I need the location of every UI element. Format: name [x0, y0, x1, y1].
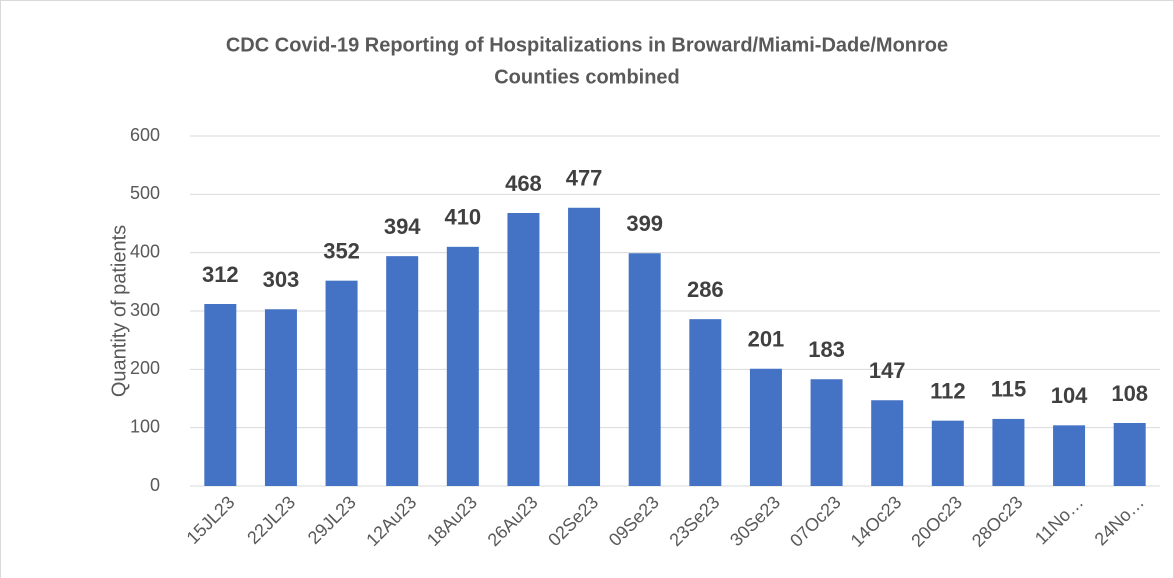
value-label: 410 [444, 205, 481, 230]
bar [1053, 425, 1086, 486]
bar [325, 280, 358, 486]
y-tick-label: 100 [130, 416, 160, 436]
bar [264, 309, 297, 486]
value-label: 399 [626, 211, 663, 236]
y-tick-label: 400 [130, 241, 160, 261]
y-tick-label: 300 [130, 300, 160, 320]
value-label: 394 [384, 214, 421, 239]
y-axis-label: Quantity of patients [108, 225, 130, 397]
y-tick-label: 200 [130, 358, 160, 378]
value-label: 352 [323, 238, 360, 263]
value-label: 312 [202, 262, 239, 287]
bar [1113, 423, 1146, 486]
value-label: 104 [1051, 383, 1088, 408]
bar [568, 207, 601, 486]
y-tick-label: 0 [150, 475, 160, 495]
value-label: 286 [687, 277, 724, 302]
value-label: 303 [263, 267, 300, 292]
value-label: 468 [505, 171, 542, 196]
bar [386, 256, 419, 486]
bar [689, 319, 722, 486]
bar [749, 368, 782, 486]
chart-title: Counties combined [494, 66, 680, 88]
bar [871, 400, 904, 486]
chart-title: CDC Covid-19 Reporting of Hospitalizatio… [226, 34, 948, 56]
value-label: 108 [1111, 381, 1148, 406]
value-label: 201 [748, 327, 785, 352]
bar [810, 379, 843, 486]
bar [992, 418, 1025, 486]
value-label: 147 [869, 358, 906, 383]
value-label: 477 [566, 166, 603, 191]
y-tick-label: 500 [130, 183, 160, 203]
bar [628, 253, 661, 486]
bar [446, 246, 479, 486]
y-tick-label: 600 [130, 125, 160, 145]
bar [931, 420, 964, 486]
bar [204, 304, 237, 486]
bar [507, 213, 540, 486]
value-label: 115 [991, 377, 1027, 402]
value-label: 183 [808, 337, 845, 362]
value-label: 112 [930, 378, 966, 403]
